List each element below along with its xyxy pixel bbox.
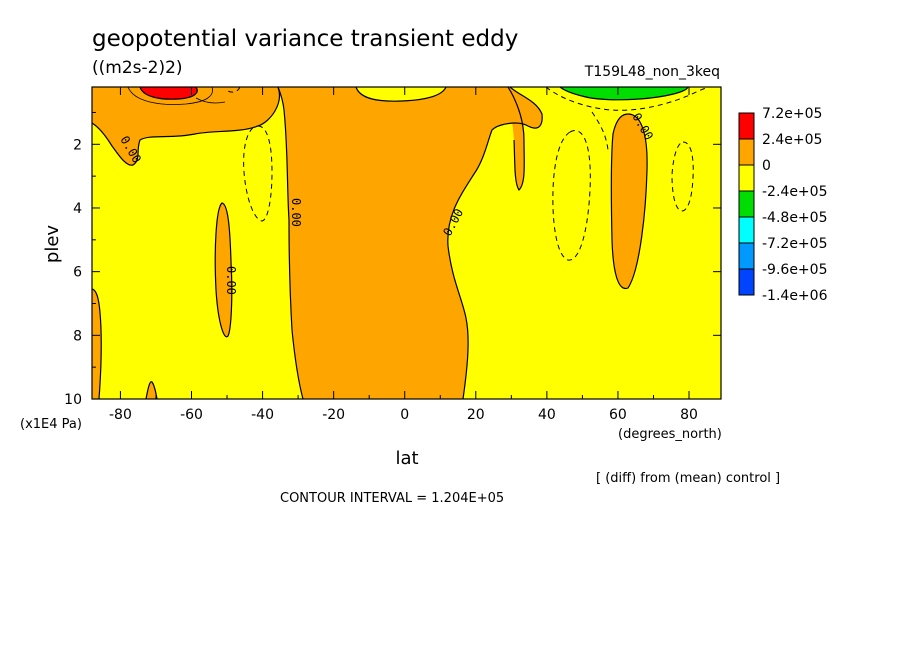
negative-region-arctic-top — [560, 87, 688, 100]
y-tick-label: 2 — [73, 137, 82, 153]
colorbar-label: 2.4e+05 — [762, 132, 822, 148]
colorbar-label: -9.6e+05 — [762, 262, 827, 278]
colorbar-label: -4.8e+05 — [762, 210, 827, 226]
positive-region-north-subtropic — [508, 87, 525, 190]
y-axis-label: plev — [42, 225, 63, 264]
negative-contours — [225, 87, 709, 261]
comparison-note: [ (diff) from (mean) control ] — [596, 471, 780, 486]
colorbar-swatch — [738, 216, 755, 244]
x-tick-label: -60 — [180, 407, 203, 423]
colorbar-swatch — [738, 164, 755, 192]
colorbar-label: -7.2e+05 — [762, 236, 827, 252]
x-axis-label: lat — [395, 448, 418, 469]
colorbar-label: 7.2e+05 — [762, 106, 822, 122]
y-axis: 2 4 6 8 10 — [64, 111, 721, 408]
chart-title: geopotential variance transient eddy — [92, 26, 518, 52]
strong-positive-core — [140, 87, 198, 100]
contour-field: 0.00 0.00 0.00 0.00 0.00 — [92, 87, 721, 399]
plot-frame — [91, 86, 722, 400]
x-tick-label: -80 — [109, 407, 132, 423]
positive-region-antarctic-upper — [92, 87, 280, 166]
colorbar: 7.2e+05 2.4e+05 0 -2.4e+05 -4.8e+05 -7.2e+05 -… — [738, 106, 828, 304]
colorbar-swatch — [738, 242, 755, 270]
colorbar-swatch — [738, 190, 755, 218]
x-tick-label: -20 — [322, 407, 345, 423]
colorbar-label: 0 — [762, 158, 771, 174]
positive-region-bottom-left-lobe — [146, 381, 157, 399]
units-label: ((m2s-2)2) — [92, 58, 183, 78]
positive-region-southern-midlat — [215, 203, 232, 337]
y-tick-label: 10 — [64, 392, 82, 408]
y-tick-label: 6 — [73, 265, 82, 281]
y-tick-label: 8 — [73, 328, 82, 344]
x-units-label: (degrees_north) — [618, 427, 722, 442]
x-tick-label: -40 — [251, 407, 274, 423]
x-tick-label: 20 — [467, 407, 485, 423]
x-tick-label: 0 — [400, 407, 409, 423]
y-units-label: (x1E4 Pa) — [20, 417, 82, 432]
positive-region-equatorial-column — [278, 87, 543, 399]
colorbar-swatch — [738, 112, 755, 140]
positive-contours — [127, 87, 226, 105]
colorbar-swatch — [738, 268, 755, 296]
colorbar-label: -2.4e+05 — [762, 184, 827, 200]
contour-interval-note: CONTOUR INTERVAL = 1.204E+05 — [280, 491, 504, 506]
positive-region-south-pole-surface — [92, 289, 102, 399]
contour-label: 0.00 — [224, 266, 238, 295]
colorbar-swatch — [738, 138, 755, 166]
x-axis: -80 -60 -40 -20 0 20 40 60 80 — [109, 87, 698, 423]
y-tick-label: 4 — [73, 201, 82, 217]
contour-label: 0.00 — [289, 198, 303, 227]
x-tick-label: 80 — [680, 407, 698, 423]
run-label: T159L48_non_3keq — [584, 64, 720, 80]
x-tick-label: 40 — [538, 407, 556, 423]
x-tick-label: 60 — [609, 407, 627, 423]
colorbar-label: -1.4e+06 — [762, 288, 828, 304]
positive-region-northern-midlat — [611, 114, 648, 289]
